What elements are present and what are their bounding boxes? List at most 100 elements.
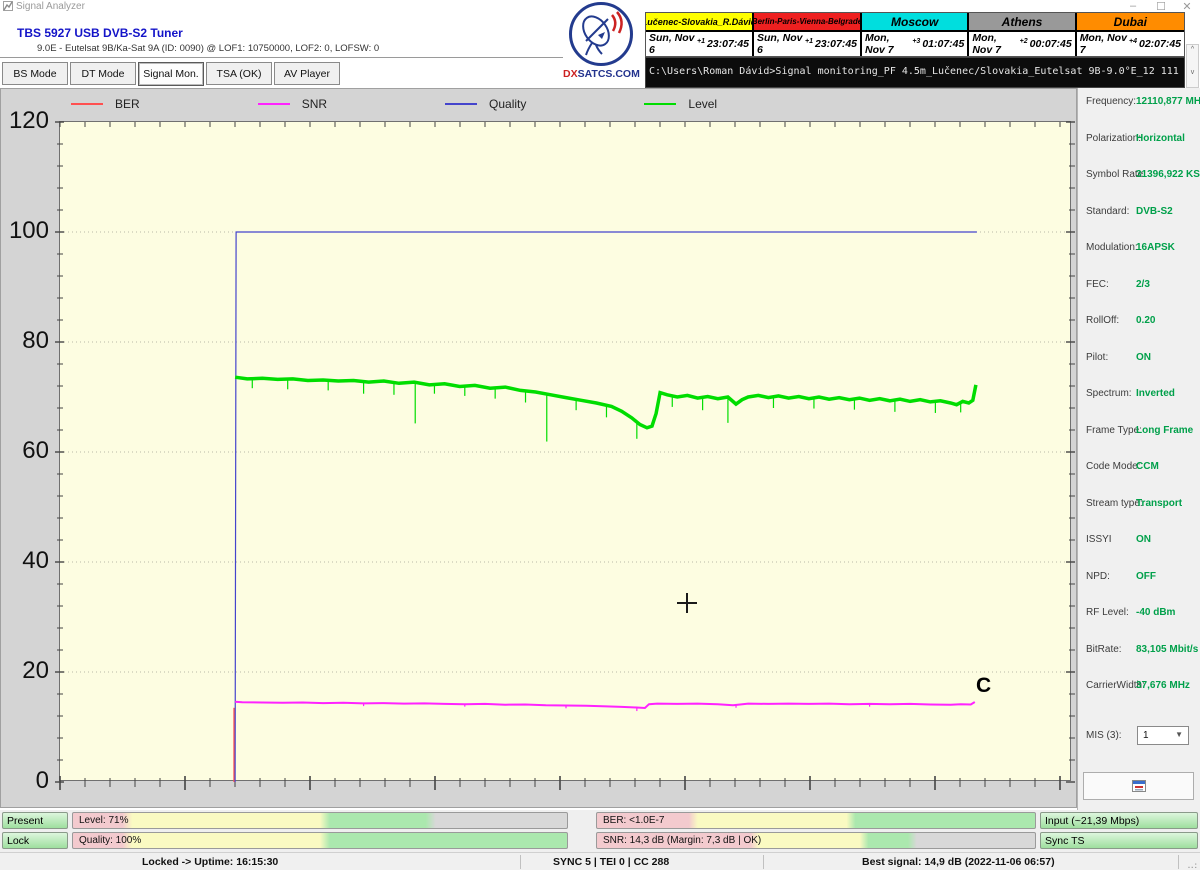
stream-list-button[interactable] [1083, 772, 1194, 800]
world-clocks: Lučenec-Slovakia_R.Dávid Sun, Nov 6 +1 23:… [645, 12, 1185, 57]
statusbar: Locked -> Uptime: 16:15:30 SYNC 5 | TEI … [0, 852, 1200, 870]
param-label: CarrierWidth: [1086, 680, 1145, 691]
level-line-swatch [644, 103, 677, 105]
clock-city: Dubai [1076, 13, 1185, 32]
statusbar-separator [763, 855, 764, 869]
clock-city: Berlin-Paris-Vienna-Belgrade [754, 13, 860, 32]
header-divider [0, 57, 586, 58]
param-value: Transport [1136, 497, 1183, 509]
tuner-name[interactable]: TBS 5927 USB DVB-S2 Tuner [17, 26, 183, 40]
plot-area[interactable]: C [55, 121, 1075, 790]
resize-grip[interactable]: ..: [1187, 861, 1198, 870]
param-value: ON [1136, 534, 1151, 545]
signal-monitor-bars: Present Level: 71% BER: <1.0E-7 Input (~… [0, 810, 1200, 852]
series-level [234, 375, 978, 430]
maximize-button[interactable]: ☐ [1156, 1, 1166, 13]
signal-chart [55, 121, 1075, 790]
param-value: Inverted [1136, 388, 1175, 399]
param-value: 37,676 MHz [1136, 680, 1190, 691]
clock-lucenec: Lučenec-Slovakia_R.Dávid Sun, Nov 6 +1 23:… [646, 13, 754, 56]
param-value: ON [1136, 351, 1151, 363]
y-tick-label: 60 [22, 437, 49, 464]
statusbar-separator [520, 855, 521, 869]
scroll-down-icon[interactable]: v [1190, 69, 1195, 76]
mis-label: MIS (3): [1086, 730, 1122, 741]
param-npd: NPD: OFF [1078, 571, 1200, 585]
window-title: Signal Analyzer [16, 1, 85, 12]
clock-city: Lučenec-Slovakia_R.Dávid [646, 13, 752, 32]
legend-level: Level [644, 97, 717, 111]
tuner-details: 9.0E - Eutelsat 9B/Ka-Sat 9A (ID: 0090) … [37, 43, 380, 54]
param-value: OFF [1136, 570, 1156, 582]
sync-ts-badge: Sync TS [1040, 832, 1198, 849]
app-icon [3, 1, 13, 11]
clock-city: Moscow [862, 13, 968, 32]
param-label: Polarization: [1086, 132, 1142, 144]
console-scrollbar[interactable]: ^ v [1186, 44, 1199, 88]
clock-athens: Athens Mon, Nov 7 +2 00:07:45 [969, 13, 1077, 56]
param-label: Frame Type: [1086, 424, 1142, 436]
clock-time: Mon, Nov 7 +4 02:07:45 [1076, 32, 1185, 56]
param-frametype: Frame Type: Long Frame [1078, 425, 1200, 439]
param-value: 2/3 [1136, 278, 1150, 290]
input-rate-badge: Input (~21,39 Mbps) [1040, 812, 1198, 829]
clock-city: Athens [969, 13, 1075, 32]
param-frequency: Frequency: 12110,877 MHz [1078, 96, 1200, 110]
mode-tabs: BS Mode DT Mode Signal Mon. TSA (OK) AV … [2, 62, 340, 86]
param-value: Horizontal [1136, 132, 1185, 144]
param-fec: FEC: 2/3 [1078, 279, 1200, 293]
param-label: RollOff: [1086, 315, 1120, 326]
tab-tsa[interactable]: TSA (OK) [206, 62, 272, 85]
signal-parameters-sidebar: Frequency: 12110,877 MHz Polarization: Hori… [1077, 88, 1200, 810]
y-tick-label: 120 [8, 107, 49, 134]
param-rflevel: RF Level: -40 dBm [1078, 607, 1200, 621]
minimize-button[interactable]: – [1129, 0, 1137, 12]
series-snr [235, 700, 976, 710]
param-value: 0.20 [1136, 315, 1156, 326]
y-tick-label: 40 [22, 547, 49, 574]
logo-text: DXSATCS.COM [563, 68, 640, 80]
present-badge: Present [2, 812, 68, 829]
annotation-c: C [975, 673, 992, 697]
series-quality [234, 231, 977, 783]
console-output[interactable]: C:\Users\Roman Dávid>Signal monitoring_P… [645, 57, 1185, 88]
chevron-down-icon: ▼ [1175, 730, 1183, 739]
param-label: Code Mode: [1086, 461, 1141, 472]
snr-progressbar: SNR: 14,3 dB (Margin: 7,3 dB | OK) [596, 832, 1036, 849]
legend-snr: SNR [257, 97, 327, 111]
param-rolloff: RollOff: 0.20 [1078, 315, 1200, 329]
param-value: -40 dBm [1136, 607, 1176, 618]
statusbar-separator [1178, 855, 1179, 869]
clock-dubai: Dubai Mon, Nov 7 +4 02:07:45 [1076, 13, 1185, 56]
clock-time: Mon, Nov 7 +3 01:07:45 [862, 32, 968, 56]
param-value: CCM [1136, 461, 1159, 472]
close-button[interactable]: ✕ [1182, 1, 1192, 13]
param-label: Modulation: [1086, 242, 1138, 253]
scroll-up-icon[interactable]: ^ [1190, 46, 1195, 53]
param-pilot: Pilot: ON [1078, 352, 1200, 366]
tab-bs-mode[interactable]: BS Mode [2, 62, 68, 85]
tab-dt-mode[interactable]: DT Mode [70, 62, 136, 85]
quality-line-swatch [445, 103, 478, 105]
ber-line-swatch [71, 103, 103, 105]
y-tick-label: 80 [22, 327, 49, 354]
mouse-crosshair-icon [677, 593, 698, 614]
param-carrierwidth: CarrierWidth: 37,676 MHz [1078, 680, 1200, 694]
param-label: RF Level: [1086, 607, 1129, 618]
mis-dropdown[interactable]: 1 ▼ [1137, 726, 1189, 745]
param-label: NPD: [1086, 570, 1110, 582]
clock-time: Sun, Nov 6 +1 23:07:45 [754, 32, 860, 56]
param-issyi: ISSYI ON [1078, 534, 1200, 548]
lock-badge: Lock [2, 832, 68, 849]
y-tick-label: 0 [35, 767, 49, 794]
tab-signal-mon[interactable]: Signal Mon. [138, 62, 204, 86]
y-axis-labels: 0 20 40 60 80 100 120 [1, 89, 53, 809]
level-progressbar: Level: 71% [72, 812, 568, 829]
param-spectrum: Spectrum: Inverted [1078, 388, 1200, 402]
tab-av-player[interactable]: AV Player [274, 62, 340, 85]
param-modulation: Modulation: 16APSK [1078, 242, 1200, 256]
param-label: FEC: [1086, 278, 1109, 290]
quality-progressbar: Quality: 100% [72, 832, 568, 849]
param-label: Pilot: [1086, 351, 1109, 363]
legend-ber: BER [71, 97, 140, 111]
